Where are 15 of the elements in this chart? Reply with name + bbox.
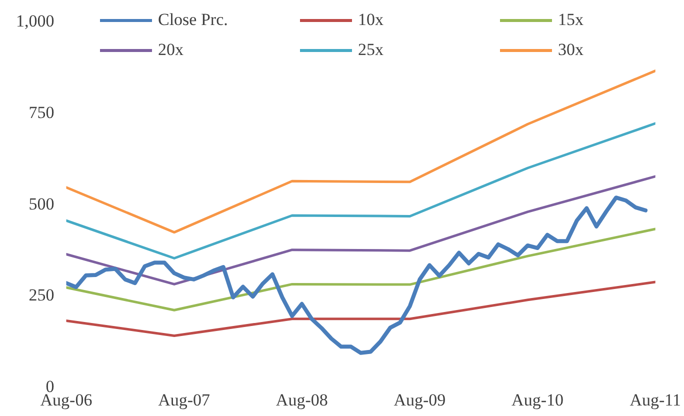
legend-label: 25x bbox=[358, 40, 384, 60]
legend-label: 30x bbox=[558, 40, 584, 60]
legend-label: Close Prc. bbox=[158, 10, 228, 30]
y-tick-label: 500 bbox=[28, 194, 54, 214]
x-tick-label: Aug-07 bbox=[158, 390, 211, 410]
legend-label: 20x bbox=[158, 40, 184, 60]
x-tick-label: Aug-08 bbox=[276, 390, 328, 410]
x-tick-label: Aug-10 bbox=[512, 390, 564, 410]
x-tick-label: Aug-11 bbox=[630, 390, 682, 410]
legend-label: 10x bbox=[358, 10, 384, 30]
y-tick-label: 250 bbox=[28, 286, 54, 305]
y-tick-label: 750 bbox=[28, 103, 54, 122]
y-tick-label: 1,000 bbox=[16, 12, 54, 31]
legend-label: 15x bbox=[558, 10, 584, 30]
x-tick-label: Aug-09 bbox=[394, 390, 446, 410]
